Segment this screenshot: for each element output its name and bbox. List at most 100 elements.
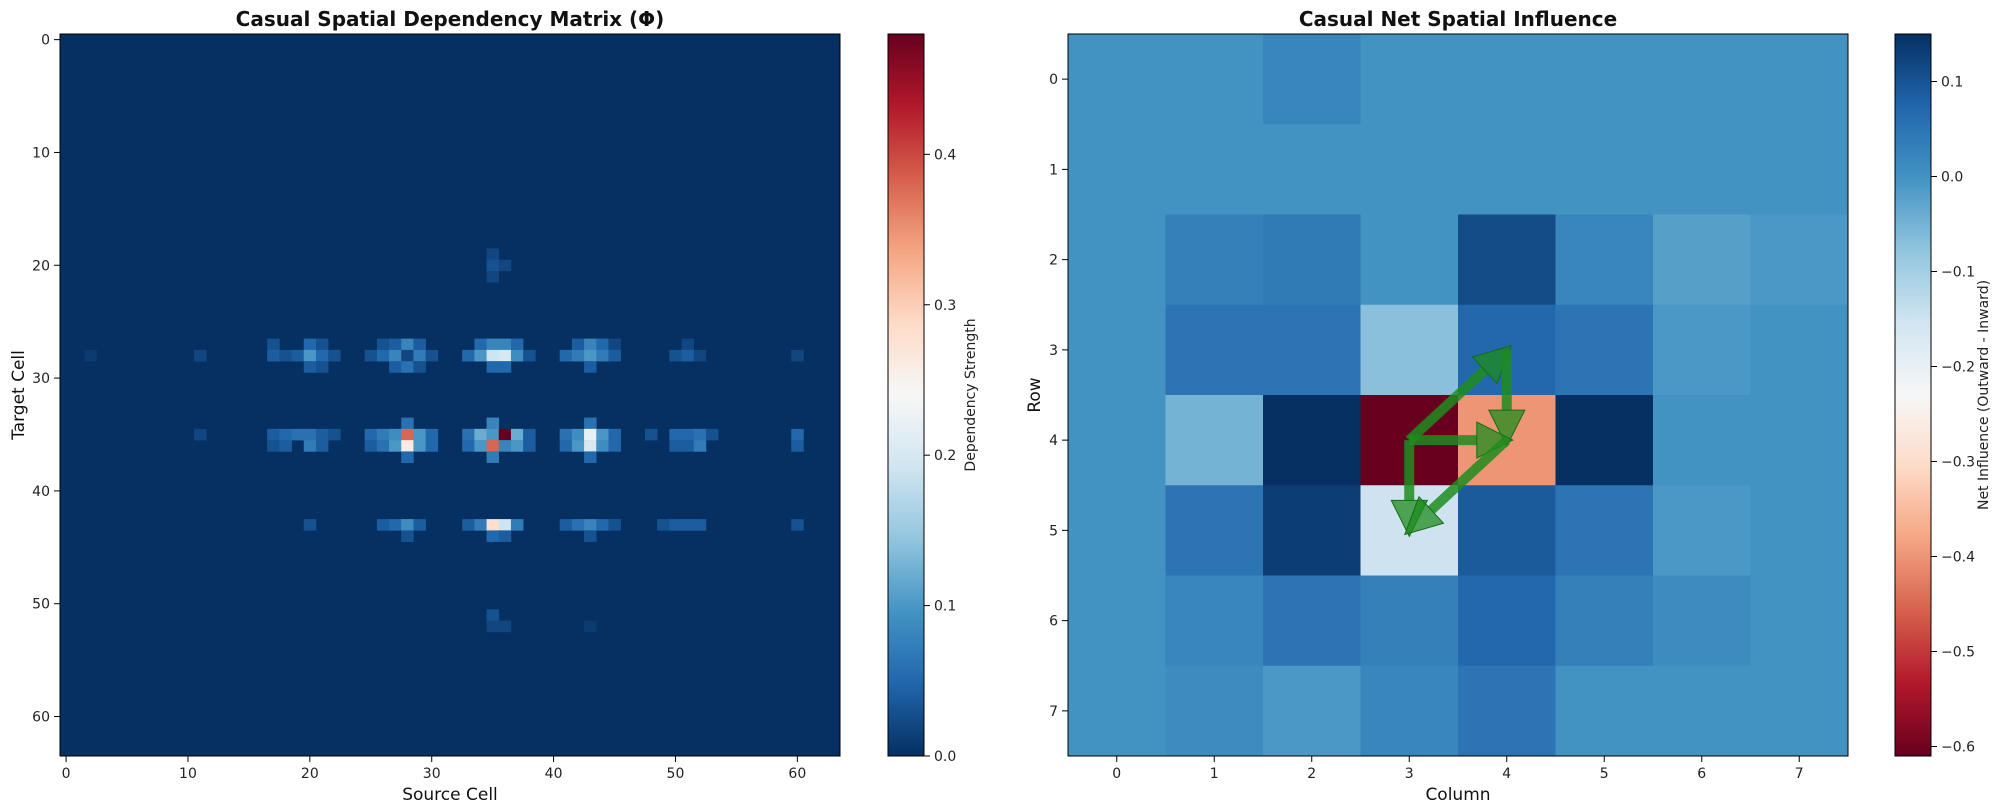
heatmap-cell bbox=[425, 440, 439, 452]
heatmap-cell bbox=[486, 338, 500, 351]
heatmap-cell bbox=[425, 428, 439, 441]
heatmap-cell bbox=[1458, 34, 1556, 125]
heatmap-cell bbox=[1360, 34, 1459, 125]
heatmap-cell bbox=[681, 440, 695, 452]
heatmap-cell bbox=[1068, 395, 1166, 486]
heatmap-cell bbox=[315, 440, 329, 452]
colorbar-tick-label: −0.5 bbox=[1941, 645, 1975, 661]
heatmap-cell bbox=[315, 361, 329, 373]
heatmap-cell bbox=[1263, 485, 1361, 576]
y-tick-label: 60 bbox=[32, 710, 50, 726]
arrow-shaft bbox=[1427, 436, 1511, 514]
heatmap-cell bbox=[1360, 214, 1459, 306]
heatmap-cell bbox=[1263, 304, 1361, 396]
right-x-axis-label: Column bbox=[1425, 785, 1490, 805]
heatmap-cell bbox=[791, 428, 804, 441]
heatmap-cell bbox=[1165, 34, 1264, 125]
heatmap-cell bbox=[376, 338, 390, 351]
heatmap-cell bbox=[669, 428, 682, 441]
heatmap-cell bbox=[474, 428, 487, 441]
x-tick-label: 2 bbox=[1307, 766, 1316, 782]
y-tick-label: 5 bbox=[1049, 523, 1058, 539]
heatmap-cell bbox=[1750, 485, 1849, 576]
heatmap-cell bbox=[376, 440, 390, 452]
heatmap-cell bbox=[1458, 665, 1556, 757]
heatmap-cell bbox=[401, 530, 414, 542]
heatmap-cell bbox=[498, 349, 512, 362]
right-y-axis-label: Row bbox=[1025, 377, 1045, 412]
heatmap-cell bbox=[303, 519, 317, 531]
heatmap-cell bbox=[486, 620, 500, 633]
heatmap-cell bbox=[267, 428, 280, 441]
heatmap-cell bbox=[1068, 575, 1166, 667]
x-tick-label: 0 bbox=[1112, 766, 1121, 782]
colorbar-tick-label: 0.2 bbox=[934, 448, 956, 464]
arrow-shaft bbox=[1405, 366, 1489, 444]
heatmap-cell bbox=[1653, 665, 1751, 757]
heatmap-cell bbox=[596, 349, 609, 362]
heatmap-cell bbox=[486, 361, 500, 373]
heatmap-cell bbox=[584, 338, 597, 351]
heatmap-cell bbox=[1458, 124, 1556, 215]
heatmap-cell bbox=[791, 349, 804, 362]
x-tick-label: 60 bbox=[788, 766, 806, 782]
heatmap-cell bbox=[462, 440, 475, 452]
heatmap-cell bbox=[608, 440, 621, 452]
heatmap-cell bbox=[401, 349, 414, 362]
heatmap-cell bbox=[608, 519, 621, 531]
heatmap-cell bbox=[571, 519, 585, 531]
colorbar-tick-label: 0.1 bbox=[1941, 75, 1963, 91]
heatmap-cell bbox=[584, 530, 597, 542]
heatmap-cell bbox=[1068, 665, 1166, 757]
heatmap-cell bbox=[1653, 575, 1751, 667]
heatmap-cell bbox=[584, 451, 597, 463]
heatmap-cell bbox=[559, 428, 573, 441]
arrow-head bbox=[1487, 409, 1526, 448]
heatmap-cell bbox=[584, 620, 597, 633]
right-y-axis: 0 1 2 3 4 5 6 7 bbox=[1049, 72, 1068, 720]
heatmap-cell bbox=[413, 428, 426, 441]
heatmap-cell bbox=[1165, 485, 1264, 576]
heatmap-cell bbox=[791, 519, 804, 531]
left-heatmap bbox=[60, 34, 840, 756]
y-tick-label: 10 bbox=[32, 145, 50, 161]
heatmap-cell bbox=[669, 519, 682, 531]
heatmap-cell bbox=[1555, 214, 1654, 306]
heatmap-cell bbox=[267, 338, 280, 351]
y-tick-label: 50 bbox=[32, 597, 50, 613]
heatmap-cell bbox=[498, 440, 512, 452]
left-colorbar-label: Dependency Strength bbox=[963, 318, 979, 471]
heatmap-cell bbox=[498, 338, 512, 351]
heatmap-cell bbox=[413, 519, 426, 531]
heatmap-cell bbox=[584, 349, 597, 362]
heatmap-cell bbox=[510, 440, 524, 452]
heatmap-cell bbox=[1360, 124, 1459, 215]
y-tick-label: 6 bbox=[1049, 614, 1058, 630]
left-plot-frame bbox=[59, 33, 841, 757]
y-tick-label: 4 bbox=[1049, 433, 1058, 449]
heatmap-cell bbox=[486, 259, 500, 272]
heatmap-cell bbox=[413, 440, 426, 452]
heatmap-cell bbox=[498, 361, 512, 373]
heatmap-cell bbox=[498, 620, 512, 633]
x-tick-label: 0 bbox=[62, 766, 71, 782]
heatmap-cell bbox=[596, 519, 609, 531]
x-tick-label: 5 bbox=[1600, 766, 1609, 782]
y-tick-label: 0 bbox=[41, 33, 50, 49]
heatmap-cell bbox=[608, 349, 621, 362]
heatmap-cell bbox=[669, 349, 682, 362]
heatmap-cell bbox=[401, 440, 414, 452]
heatmap-cell bbox=[401, 451, 414, 463]
colorbar-tick-label: 0.1 bbox=[934, 599, 956, 615]
heatmap-cell bbox=[523, 428, 536, 441]
x-tick-label: 30 bbox=[423, 766, 441, 782]
heatmap-cell bbox=[303, 361, 317, 373]
heatmap-cell bbox=[596, 440, 609, 452]
heatmap-cell bbox=[486, 519, 500, 531]
heatmap-cell bbox=[1555, 665, 1654, 757]
heatmap-cell bbox=[303, 349, 317, 362]
heatmap-cell bbox=[1750, 395, 1849, 486]
colorbar-tick-label: −0.2 bbox=[1941, 360, 1975, 376]
heatmap-cell bbox=[1068, 214, 1166, 306]
heatmap-cell bbox=[498, 428, 512, 441]
